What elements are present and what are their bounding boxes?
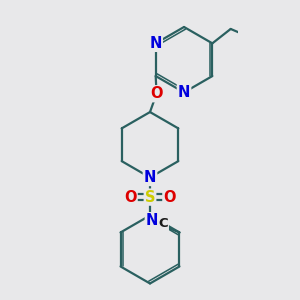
Text: N: N <box>178 85 190 100</box>
Text: N: N <box>149 36 162 51</box>
Text: S: S <box>145 190 155 205</box>
Text: C: C <box>158 218 168 230</box>
Text: O: O <box>150 86 163 101</box>
Text: N: N <box>144 170 156 185</box>
Text: O: O <box>164 190 176 205</box>
Text: O: O <box>124 190 136 205</box>
Text: N: N <box>146 213 158 228</box>
